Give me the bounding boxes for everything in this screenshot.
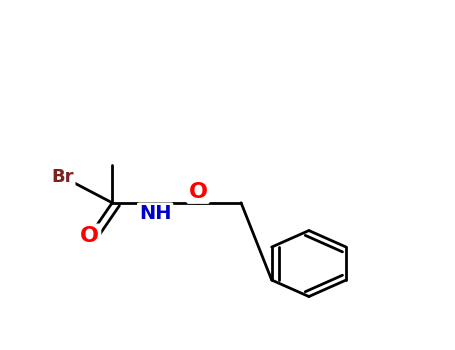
Text: Br: Br — [51, 168, 74, 186]
Text: O: O — [189, 182, 207, 202]
Text: O: O — [80, 226, 99, 246]
Text: NH: NH — [139, 204, 172, 223]
